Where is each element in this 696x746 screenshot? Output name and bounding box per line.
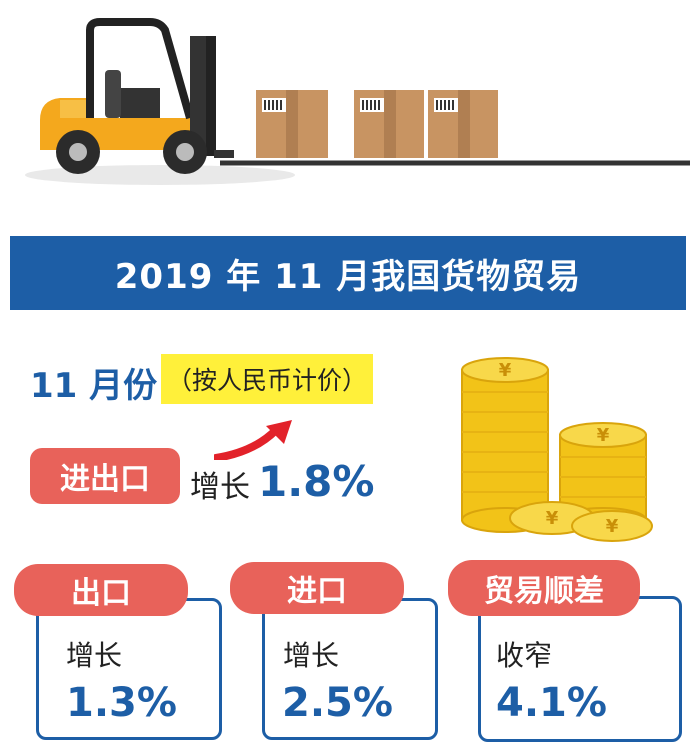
currency-note: （按人民币计价） <box>161 354 373 404</box>
svg-text:¥: ¥ <box>606 516 619 537</box>
total-trade-change-value: 1.8% <box>258 457 375 506</box>
trade-surplus-card <box>478 596 682 742</box>
surplus-change-word: 收窄 <box>496 639 553 672</box>
import-change-word: 增长 <box>283 639 340 672</box>
svg-text:¥: ¥ <box>546 508 559 529</box>
forklift-scene <box>25 18 690 185</box>
import-card <box>262 598 438 740</box>
cardboard-box-icon <box>256 90 328 158</box>
gold-coin-stack-icon: ¥ ¥ ¥ ¥ <box>461 357 653 542</box>
total-trade-change-word: 增长 <box>190 470 250 505</box>
cardboard-box-icon <box>354 90 424 158</box>
cardboard-box-icon <box>428 90 498 158</box>
page-title: 2019 年 11 月我国货物贸易 <box>10 236 686 310</box>
export-badge: 出口 <box>14 564 188 616</box>
trade-surplus-badge: 贸易顺差 <box>448 560 640 616</box>
export-change-word: 增长 <box>66 639 123 672</box>
forklift-icon <box>40 18 234 174</box>
import-badge: 进口 <box>230 562 404 614</box>
period-month: 11 月份 <box>30 366 158 406</box>
export-card <box>36 598 222 740</box>
surplus-change-value: 4.1% <box>496 680 607 726</box>
up-trend-arrow-icon <box>214 420 292 460</box>
export-change-value: 1.3% <box>66 680 177 726</box>
total-trade-badge: 进出口 <box>30 448 180 504</box>
import-change-value: 2.5% <box>282 680 393 726</box>
svg-text:¥: ¥ <box>597 425 610 446</box>
svg-text:¥: ¥ <box>499 360 512 381</box>
